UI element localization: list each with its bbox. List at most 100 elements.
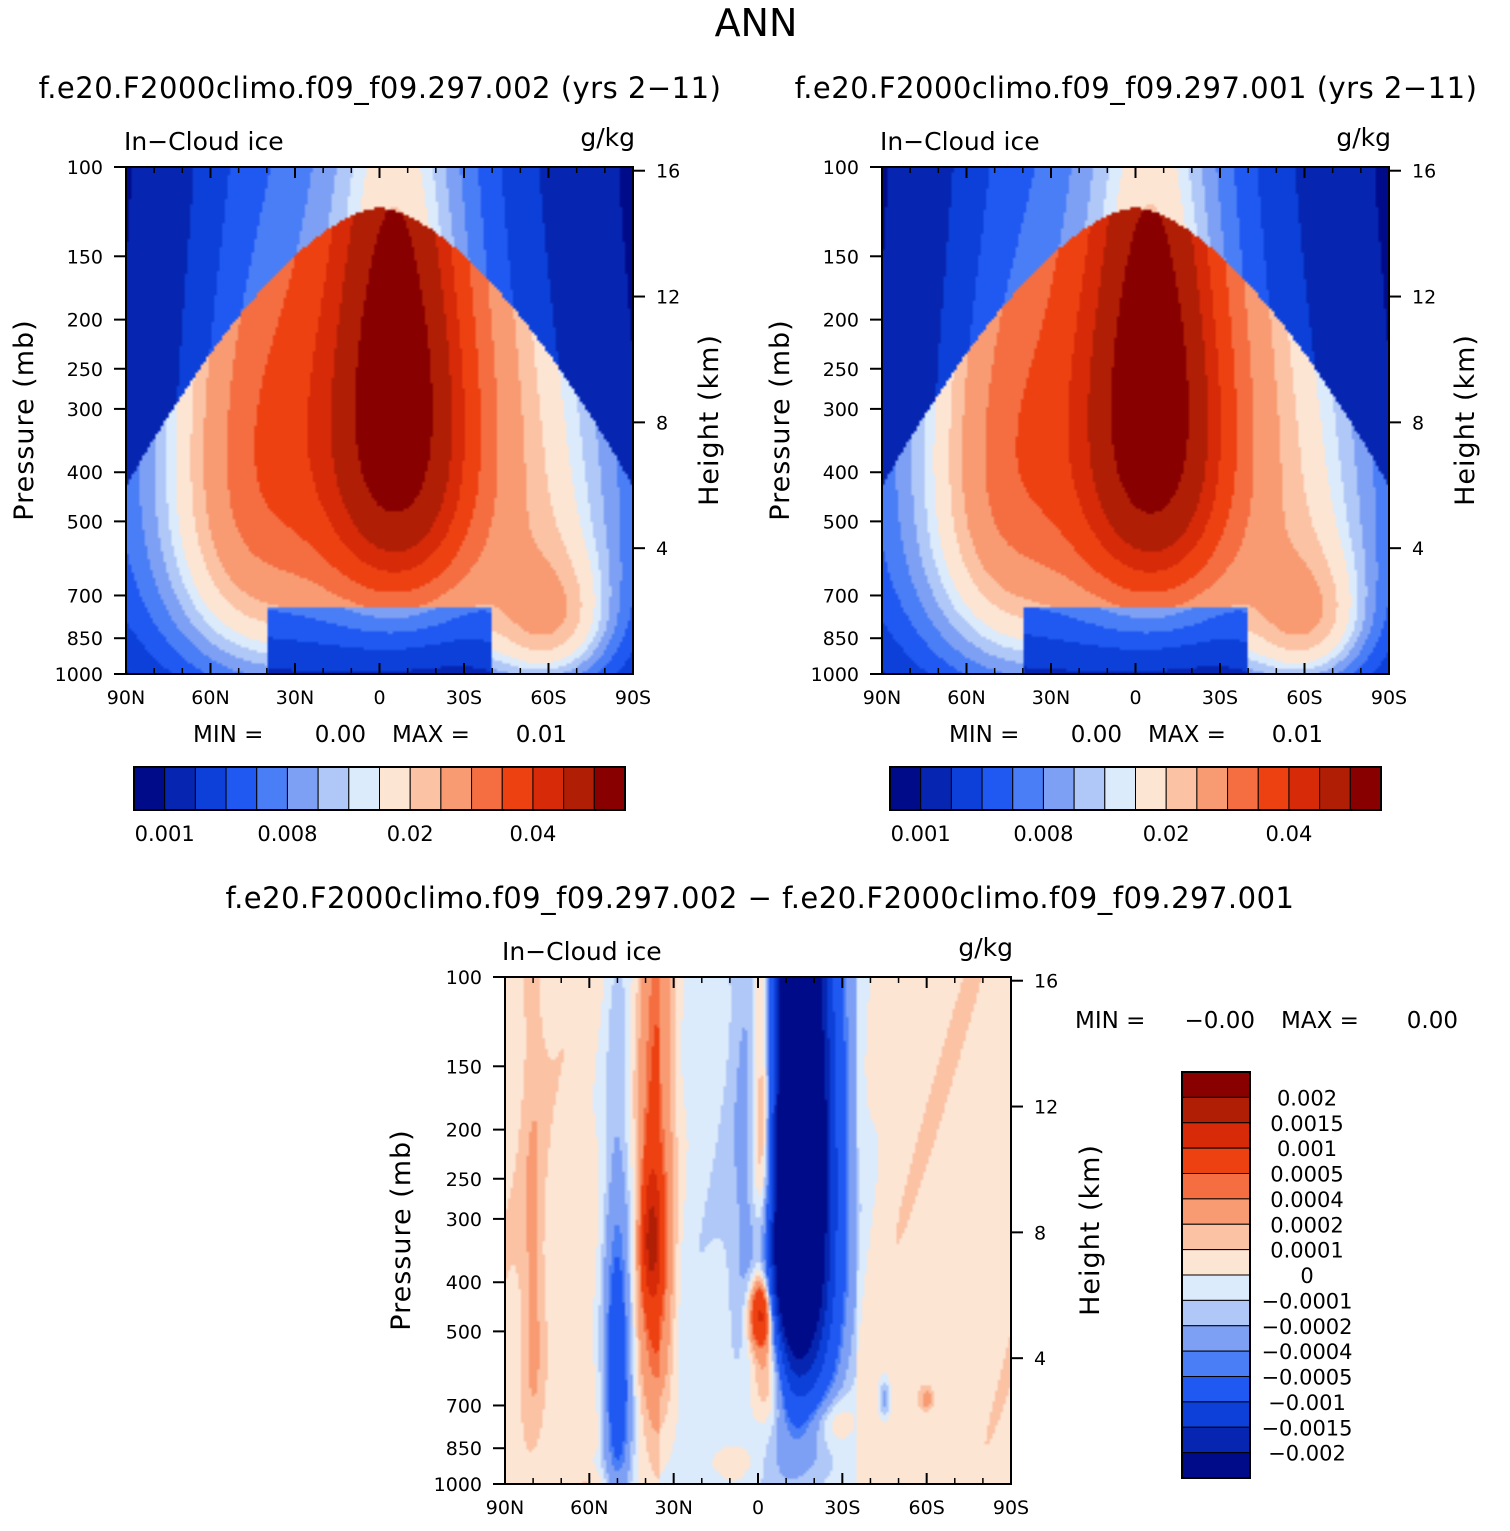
y-tick-label: 500 bbox=[67, 511, 103, 533]
colorbar-box bbox=[1165, 766, 1198, 811]
ylabel-right-panel: Pressure (mb) bbox=[765, 319, 796, 520]
colorbar-label: −0.0015 bbox=[1261, 1416, 1352, 1440]
min-value-difference: −0.00 bbox=[1185, 1008, 1255, 1034]
colorbar-box bbox=[286, 766, 319, 811]
colorbar-box bbox=[348, 766, 380, 811]
y-right-tick-label: 12 bbox=[1412, 287, 1436, 309]
colorbar-label: 0.02 bbox=[387, 822, 434, 846]
colorbar-box bbox=[1181, 1147, 1251, 1174]
y-tick-label: 200 bbox=[67, 310, 103, 332]
y-right-tick-label: 16 bbox=[656, 161, 680, 183]
colorbar-box bbox=[225, 766, 258, 811]
x-tick-label: 30S bbox=[824, 1497, 860, 1519]
colorbar-label: 0.02 bbox=[1143, 822, 1190, 846]
colorbar-label: 0.001 bbox=[891, 822, 951, 846]
colorbar-label: 0.008 bbox=[1013, 822, 1073, 846]
case-title-right: f.e20.F2000climo.f09_f09.297.001 (yrs 2−… bbox=[795, 71, 1478, 105]
y-tick-label: 150 bbox=[446, 1056, 482, 1078]
y-right-tick-label: 8 bbox=[1412, 412, 1424, 434]
colorbar-label: 0.0015 bbox=[1270, 1112, 1343, 1136]
y-right-tick-label: 12 bbox=[1034, 1097, 1058, 1119]
colorbar-box bbox=[1181, 1350, 1251, 1377]
colorbar-box bbox=[1181, 1325, 1251, 1352]
colorbar-box bbox=[981, 766, 1014, 811]
min-label-difference: MIN = bbox=[1075, 1008, 1145, 1034]
x-tick-label: 30N bbox=[654, 1497, 692, 1519]
colorbar-box bbox=[1181, 1223, 1251, 1251]
colorbar-box bbox=[1042, 766, 1075, 811]
y-right-tick-label: 4 bbox=[656, 538, 668, 560]
colorbar-box bbox=[1073, 766, 1106, 811]
y-tick-label: 300 bbox=[446, 1209, 482, 1231]
colorbar-box bbox=[1181, 1452, 1251, 1479]
y-tick-label: 100 bbox=[67, 157, 103, 179]
y-tick-label: 500 bbox=[446, 1321, 482, 1343]
contour-field-left bbox=[126, 167, 633, 674]
x-tick-label: 60S bbox=[1286, 687, 1322, 709]
contour-field-difference bbox=[505, 977, 1011, 1484]
y-tick-label: 400 bbox=[446, 1272, 482, 1294]
variable-label-right: In−Cloud ice bbox=[880, 127, 1040, 156]
y-tick-label: 300 bbox=[67, 399, 103, 421]
y-tick-label: 400 bbox=[823, 462, 859, 484]
colorbar-box bbox=[1181, 1122, 1251, 1149]
x-tick-label: 60N bbox=[570, 1497, 608, 1519]
y-tick-label: 250 bbox=[446, 1169, 482, 1191]
max-value-right: 0.01 bbox=[1272, 722, 1323, 748]
colorbar-label: 0.0002 bbox=[1270, 1213, 1343, 1237]
max-value-difference: 0.00 bbox=[1407, 1008, 1458, 1034]
colorbar-label: −0.0002 bbox=[1261, 1315, 1352, 1339]
ylabel-right-right-panel: Height (km) bbox=[1450, 334, 1481, 506]
colorbar-label: −0.0004 bbox=[1261, 1340, 1352, 1364]
panel-difference: 90N 60N 30N 0 30S 60S 90S 100 150 200 250 300 400 500… bbox=[386, 933, 1458, 1519]
units-label-right: g/kg bbox=[1336, 123, 1391, 152]
y-tick-label: 1000 bbox=[55, 664, 103, 686]
colorbar-box bbox=[317, 766, 350, 811]
colorbar-box bbox=[471, 766, 503, 811]
ylabel-left: Pressure (mb) bbox=[9, 319, 40, 520]
variable-label-difference: In−Cloud ice bbox=[502, 937, 662, 966]
colorbar-box bbox=[1181, 1274, 1251, 1301]
colorbar-label: 0 bbox=[1300, 1264, 1313, 1288]
y-tick-label: 850 bbox=[446, 1438, 482, 1460]
colorbar-box bbox=[1288, 766, 1321, 811]
y-tick-label: 1000 bbox=[434, 1474, 482, 1496]
colorbar-box bbox=[593, 766, 626, 811]
y-tick-label: 100 bbox=[823, 157, 859, 179]
colorbar-label: 0.04 bbox=[510, 822, 557, 846]
colorbar-frame bbox=[133, 766, 626, 811]
case-title-left: f.e20.F2000climo.f09_f09.297.002 (yrs 2−… bbox=[39, 71, 722, 105]
colorbar-box bbox=[532, 766, 565, 811]
colorbar-box bbox=[1227, 766, 1259, 811]
x-tick-label: 30N bbox=[276, 687, 314, 709]
colorbar-label: 0.0005 bbox=[1270, 1163, 1343, 1187]
colorbar-label: −0.0001 bbox=[1261, 1289, 1352, 1313]
x-tick-label: 90S bbox=[1371, 687, 1407, 709]
x-tick-label: 60S bbox=[530, 687, 566, 709]
colorbar-box bbox=[1012, 766, 1044, 811]
colorbar-box bbox=[256, 766, 288, 811]
colorbar-right: 0.001 0.008 0.02 0.04 bbox=[889, 766, 1382, 846]
colorbar-box bbox=[1181, 1173, 1251, 1200]
y-right-tick-label: 16 bbox=[1034, 971, 1058, 993]
x-tick-label: 60N bbox=[191, 687, 229, 709]
units-label-difference: g/kg bbox=[958, 933, 1013, 962]
colorbar-box bbox=[1319, 766, 1351, 811]
colorbar-label: −0.001 bbox=[1268, 1391, 1346, 1415]
colorbar-label: 0.001 bbox=[1277, 1137, 1337, 1161]
colorbar-box bbox=[133, 766, 166, 811]
y-right-tick-label: 4 bbox=[1034, 1348, 1046, 1370]
y-right-tick-label: 12 bbox=[656, 287, 680, 309]
colorbar-box bbox=[1196, 766, 1229, 811]
colorbar-box bbox=[1104, 766, 1136, 811]
colorbar-box bbox=[889, 766, 922, 811]
min-label-right: MIN = bbox=[949, 722, 1019, 748]
max-label-difference: MAX = bbox=[1281, 1008, 1359, 1034]
max-label-left: MAX = bbox=[392, 722, 470, 748]
y-tick-label: 400 bbox=[67, 462, 103, 484]
y-right-tick-label: 16 bbox=[1412, 161, 1436, 183]
colorbar-label: 0.0001 bbox=[1270, 1239, 1343, 1263]
colorbar-box bbox=[1181, 1376, 1251, 1403]
colorbar-label: 0.001 bbox=[135, 822, 195, 846]
colorbar-box bbox=[1349, 766, 1382, 811]
